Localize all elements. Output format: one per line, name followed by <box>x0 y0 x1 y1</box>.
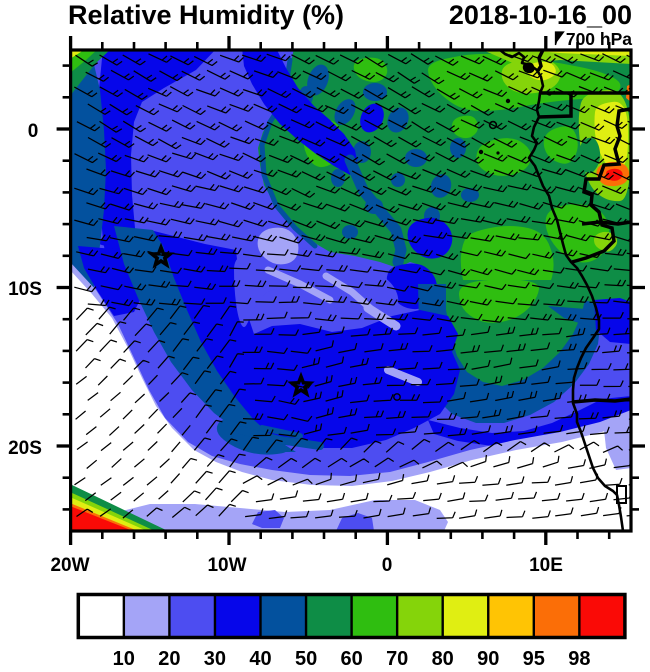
svg-text:20W: 20W <box>50 555 89 576</box>
svg-text:40: 40 <box>249 648 271 667</box>
svg-text:0: 0 <box>382 555 393 576</box>
svg-text:98: 98 <box>568 648 590 667</box>
svg-text:20: 20 <box>158 648 180 667</box>
svg-text:2018-10-16_00: 2018-10-16_00 <box>449 0 632 30</box>
svg-text:50: 50 <box>295 648 317 667</box>
svg-text:10W: 10W <box>207 555 246 576</box>
svg-text:0: 0 <box>28 121 39 142</box>
svg-text:30: 30 <box>204 648 226 667</box>
svg-text:Relative Humidity (%): Relative Humidity (%) <box>68 0 344 30</box>
svg-text:95: 95 <box>523 648 545 667</box>
svg-text:20S: 20S <box>8 438 42 459</box>
svg-text:90: 90 <box>477 648 499 667</box>
svg-text:10S: 10S <box>8 279 42 300</box>
svg-text:80: 80 <box>432 648 454 667</box>
svg-text:70: 70 <box>386 648 408 667</box>
svg-text:60: 60 <box>340 648 362 667</box>
svg-text:10: 10 <box>113 648 135 667</box>
svg-text:10E: 10E <box>529 555 563 576</box>
svg-text:700 hPa: 700 hPa <box>566 29 632 49</box>
